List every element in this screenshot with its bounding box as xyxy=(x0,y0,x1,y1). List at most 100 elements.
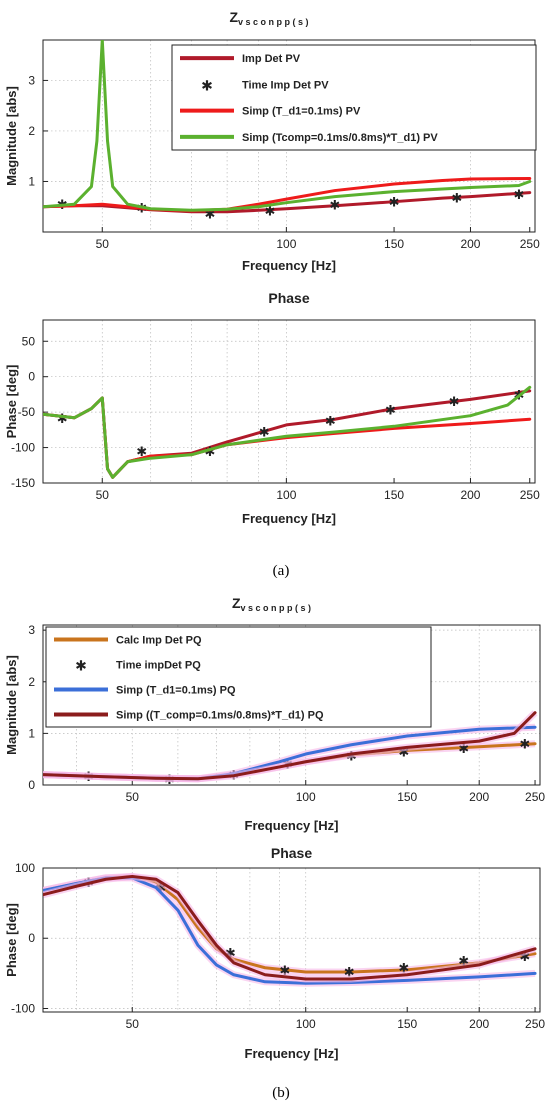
x-tick-label: 50 xyxy=(126,790,140,804)
series-group: ✱✱✱✱✱✱✱✱ xyxy=(43,710,538,785)
data-marker: ✱ xyxy=(458,954,469,969)
x-tick-label: 250 xyxy=(525,1017,545,1031)
x-tick-label: 150 xyxy=(397,790,417,804)
data-marker: ✱ xyxy=(451,191,462,206)
y-tick-label: 0 xyxy=(28,370,35,384)
x-axis-label: Frequency [Hz] xyxy=(245,1046,339,1061)
y-tick-label: -50 xyxy=(18,405,36,419)
legend: Calc Imp Det PQ ✱ Time impDet PQ Simp (T_d1… xyxy=(45,626,432,728)
grid-lines xyxy=(43,868,540,1012)
y-axis-label: Phase [deg] xyxy=(4,365,19,439)
chart-title-subscript: v s c o n p p ( s ) xyxy=(241,603,312,613)
y-tick-label: 3 xyxy=(28,73,35,87)
data-marker: ✱ xyxy=(329,198,340,213)
plot-frame xyxy=(42,624,541,786)
data-marker: ✱ xyxy=(519,737,530,752)
y-tick-label: -100 xyxy=(11,1001,35,1015)
plot-frame xyxy=(42,319,536,484)
legend-label: Imp Det PV xyxy=(242,53,301,65)
data-marker: ✱ xyxy=(136,444,147,459)
data-marker: ✱ xyxy=(458,741,469,756)
chart-a-magnitude: 50 100 150 200 250 1 2 3 Zv s c o n p p ( s ) Fre… xyxy=(4,9,540,273)
x-axis-label: Frequency [Hz] xyxy=(242,258,336,273)
x-tick-label: 50 xyxy=(96,488,110,502)
data-marker: ✱ xyxy=(449,394,460,409)
x-tick-label: 50 xyxy=(126,1017,140,1031)
chart-title: Zv s c o n p p ( s ) xyxy=(229,9,308,27)
y-tick-label: 1 xyxy=(28,174,35,188)
y-tick-label: 3 xyxy=(28,623,35,637)
x-tick-label: 150 xyxy=(397,1017,417,1031)
legend-box xyxy=(171,44,537,151)
x-tick-label: 250 xyxy=(520,488,540,502)
x-tick-label: 100 xyxy=(296,1017,316,1031)
data-marker: ✱ xyxy=(57,411,68,426)
series-group: ✱✱✱✱✱✱✱✱ xyxy=(43,872,537,987)
legend-marker: ✱ xyxy=(75,658,87,674)
data-marker: ✱ xyxy=(325,414,336,429)
data-marker: ✱ xyxy=(205,206,216,221)
chart-title: Phase xyxy=(271,845,312,861)
data-marker: ✱ xyxy=(398,744,409,759)
x-axis-label: Frequency [Hz] xyxy=(242,511,336,526)
x-tick-label: 200 xyxy=(460,237,480,251)
y-tick-label: 0 xyxy=(28,931,35,945)
x-tick-label: 200 xyxy=(469,1017,489,1031)
y-tick-label: 1 xyxy=(28,726,35,740)
chart-a-phase: 50 100 150 200 250 50 0 -50 -100 -150 Phase Frequen… xyxy=(4,290,540,526)
x-tick-label: 150 xyxy=(384,237,404,251)
y-tick-label: 100 xyxy=(15,861,35,875)
y-axis-label: Magnitude [abs] xyxy=(4,655,19,755)
caption-b: (b) xyxy=(272,1085,290,1101)
legend-label: Simp (Tcomp=0.1ms/0.8ms)*T_d1) PV xyxy=(242,132,438,144)
data-marker: ✱ xyxy=(264,203,275,218)
data-marker: ✱ xyxy=(279,963,290,978)
series-line-3 xyxy=(43,385,532,479)
y-tick-label: -100 xyxy=(11,441,35,455)
data-marker: ✱ xyxy=(398,961,409,976)
legend-label: Calc Imp Det PQ xyxy=(116,635,202,647)
data-marker: ✱ xyxy=(519,949,530,964)
x-tick-label: 150 xyxy=(384,488,404,502)
series-group: ✱✱✱✱✱✱✱✱ xyxy=(43,40,532,221)
data-marker: ✱ xyxy=(259,424,270,439)
x-axis-label: Frequency [Hz] xyxy=(245,818,339,833)
chart-b-phase: 50 100 150 200 250 100 0 -100 Phase Frequency [Hz… xyxy=(4,845,545,1061)
y-tick-label: 2 xyxy=(28,675,35,689)
y-tick-label: 50 xyxy=(22,334,36,348)
x-tick-label: 200 xyxy=(460,488,480,502)
caption-a: (a) xyxy=(273,563,290,579)
chart-title: Phase xyxy=(268,290,309,306)
x-tick-label: 100 xyxy=(276,237,296,251)
legend-label: Time Imp Det PV xyxy=(242,79,329,91)
legend-box xyxy=(45,626,432,728)
series-line-3 xyxy=(43,40,532,212)
plot-frame xyxy=(42,867,541,1013)
legend-label: Simp (T_d1=0.1ms) PV xyxy=(242,106,361,118)
legend-label: Simp ((T_comp=0.1ms/0.8ms)*T_d1) PQ xyxy=(116,710,324,722)
data-marker: ✱ xyxy=(513,187,524,202)
chart-title: Zv s c o n p p ( s ) xyxy=(232,595,311,613)
series-line-3 xyxy=(43,711,537,781)
y-tick-label: 2 xyxy=(28,124,35,138)
x-tick-label: 250 xyxy=(525,790,545,804)
series-line-3 xyxy=(43,874,537,981)
x-tick-label: 100 xyxy=(276,488,296,502)
chart-title-subscript: v s c o n p p ( s ) xyxy=(238,17,309,27)
data-marker: ✱ xyxy=(225,945,236,960)
legend-label: Simp (T_d1=0.1ms) PQ xyxy=(116,685,236,697)
legend-marker: ✱ xyxy=(201,77,213,93)
x-tick-label: 50 xyxy=(96,237,110,251)
x-tick-label: 200 xyxy=(469,790,489,804)
legend: Imp Det PV ✱ Time Imp Det PV Simp (T_d1=0.1… xyxy=(171,44,537,151)
legend-label: Time impDet PQ xyxy=(116,660,201,672)
data-marker: ✱ xyxy=(205,444,216,459)
data-marker: ✱ xyxy=(389,195,400,210)
x-tick-label: 100 xyxy=(296,790,316,804)
y-axis-label: Magnitude [abs] xyxy=(4,86,19,186)
data-marker: ✱ xyxy=(344,964,355,979)
y-tick-label: -150 xyxy=(11,476,35,490)
chart-b-magnitude: 50 100 150 200 250 0 1 2 3 Zv s c o n p p ( s ) Fr… xyxy=(4,595,545,833)
x-tick-label: 250 xyxy=(520,237,540,251)
